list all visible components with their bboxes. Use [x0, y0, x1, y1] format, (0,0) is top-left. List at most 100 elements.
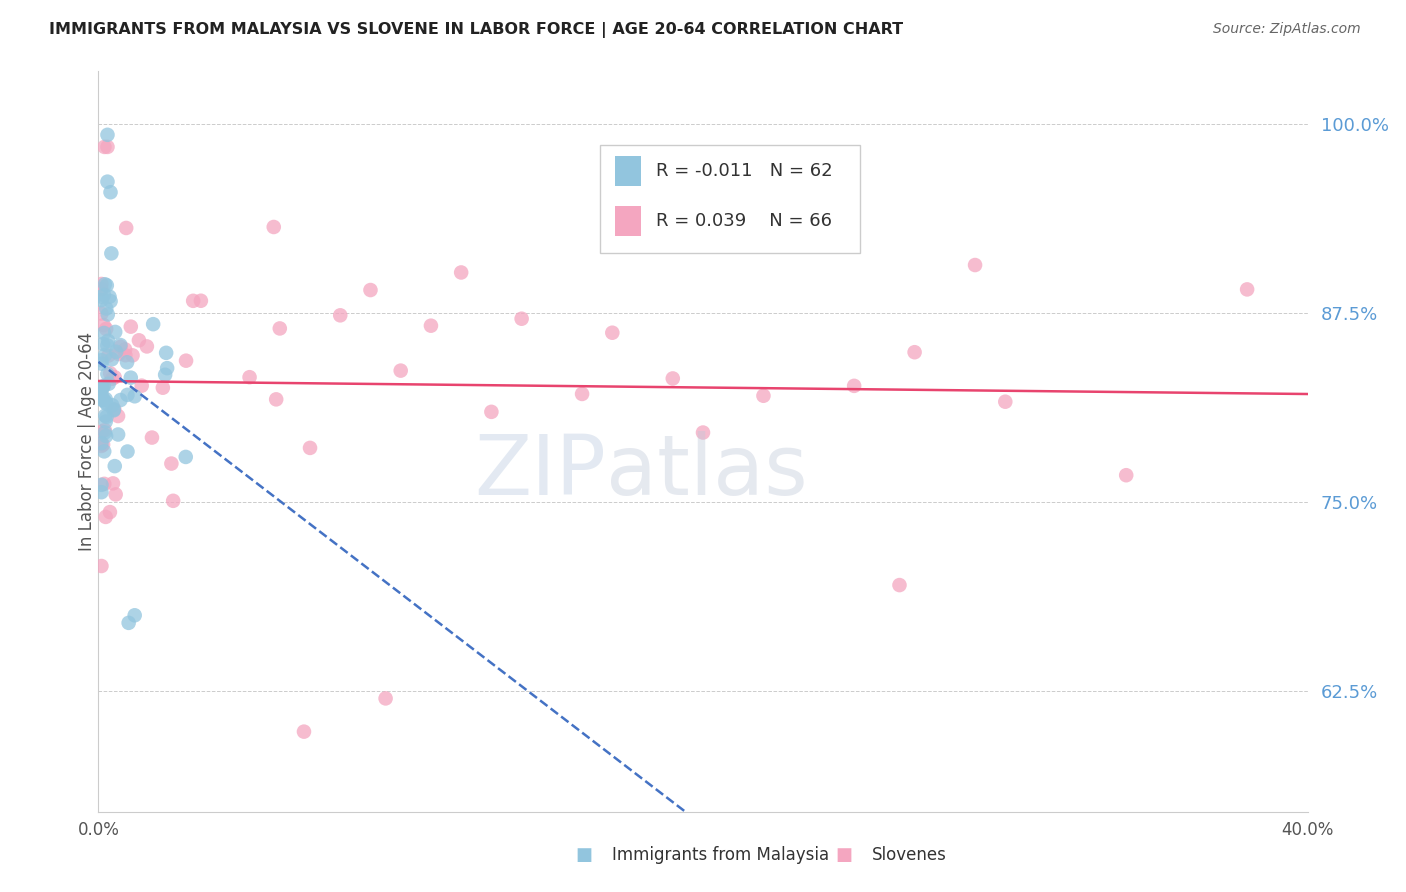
Point	[98, 290, 121, 304]
Point	[91, 392, 114, 407]
Text: Immigrants from Malaysia: Immigrants from Malaysia	[612, 846, 828, 863]
Text: Source: ZipAtlas.com: Source: ZipAtlas.com	[1213, 22, 1361, 37]
Point	[117, 444, 139, 458]
Point	[91, 337, 114, 351]
Point	[97, 376, 120, 391]
Point	[120, 370, 142, 384]
Point	[420, 318, 443, 333]
Point	[90, 478, 112, 492]
Point	[889, 578, 911, 592]
Point	[94, 409, 117, 423]
Point	[100, 294, 122, 309]
Point	[299, 441, 322, 455]
Point	[329, 308, 352, 322]
Point	[97, 349, 120, 363]
Point	[104, 487, 127, 501]
Point	[96, 140, 118, 154]
Point	[120, 319, 142, 334]
Point	[105, 344, 128, 359]
Text: Slovenes: Slovenes	[872, 846, 946, 863]
Point	[965, 258, 987, 272]
Point	[152, 381, 174, 395]
Bar	[614, 205, 641, 235]
Point	[510, 311, 533, 326]
Point	[174, 450, 197, 464]
Point	[94, 277, 117, 292]
Point	[90, 353, 112, 368]
Point	[94, 392, 117, 406]
Point	[90, 425, 112, 439]
Y-axis label: In Labor Force | Age 20-64: In Labor Force | Age 20-64	[79, 332, 96, 551]
Text: ■: ■	[835, 846, 852, 863]
Bar	[614, 156, 641, 186]
Point	[96, 338, 118, 352]
Point	[90, 439, 112, 453]
Text: IMMIGRANTS FROM MALAYSIA VS SLOVENE IN LABOR FORCE | AGE 20-64 CORRELATION CHART: IMMIGRANTS FROM MALAYSIA VS SLOVENE IN L…	[49, 22, 903, 38]
Point	[101, 352, 124, 367]
Point	[107, 427, 129, 442]
Point	[90, 387, 112, 401]
Point	[155, 346, 177, 360]
Point	[160, 457, 183, 471]
Point	[661, 371, 683, 385]
Point	[96, 175, 118, 189]
Point	[101, 372, 124, 386]
Point	[93, 318, 115, 332]
Point	[844, 379, 866, 393]
Point	[93, 288, 115, 302]
Point	[96, 278, 118, 293]
Point	[571, 387, 593, 401]
Point	[110, 392, 132, 407]
Point	[90, 485, 112, 500]
Point	[450, 265, 472, 279]
Text: ■: ■	[575, 846, 592, 863]
Point	[239, 370, 262, 384]
Point	[121, 348, 143, 362]
Point	[904, 345, 927, 359]
Point	[110, 340, 132, 354]
Point	[96, 128, 118, 142]
Point	[128, 334, 150, 348]
Point	[117, 388, 139, 402]
Point	[90, 283, 112, 297]
Point	[100, 186, 122, 200]
Point	[104, 459, 127, 474]
Point	[96, 367, 118, 381]
Point	[994, 394, 1017, 409]
Point	[98, 367, 121, 381]
Point	[124, 389, 146, 403]
Point	[90, 293, 112, 307]
Point	[93, 392, 115, 407]
Text: R = 0.039    N = 66: R = 0.039 N = 66	[655, 211, 832, 229]
Point	[93, 476, 115, 491]
Point	[94, 415, 117, 429]
Point	[103, 403, 125, 417]
Point	[269, 321, 291, 335]
Point	[91, 437, 114, 451]
Point	[94, 509, 117, 524]
Point	[94, 395, 117, 409]
Point	[174, 353, 197, 368]
Point	[114, 348, 136, 362]
Point	[264, 392, 287, 407]
Point	[481, 405, 503, 419]
Point	[97, 334, 120, 348]
Point	[118, 615, 141, 630]
Point	[389, 363, 412, 377]
Point	[94, 423, 117, 437]
Point	[162, 493, 184, 508]
Text: R = -0.011   N = 62: R = -0.011 N = 62	[655, 162, 832, 180]
Point	[107, 409, 129, 423]
Point	[90, 277, 112, 291]
Point	[100, 246, 122, 260]
Point	[114, 343, 136, 357]
Point	[94, 425, 117, 440]
Point	[97, 308, 120, 322]
Point	[107, 347, 129, 361]
Point	[115, 355, 138, 369]
Point	[96, 322, 118, 336]
Point	[135, 339, 157, 353]
Point	[93, 444, 115, 458]
Point	[104, 370, 127, 384]
Point	[141, 431, 163, 445]
